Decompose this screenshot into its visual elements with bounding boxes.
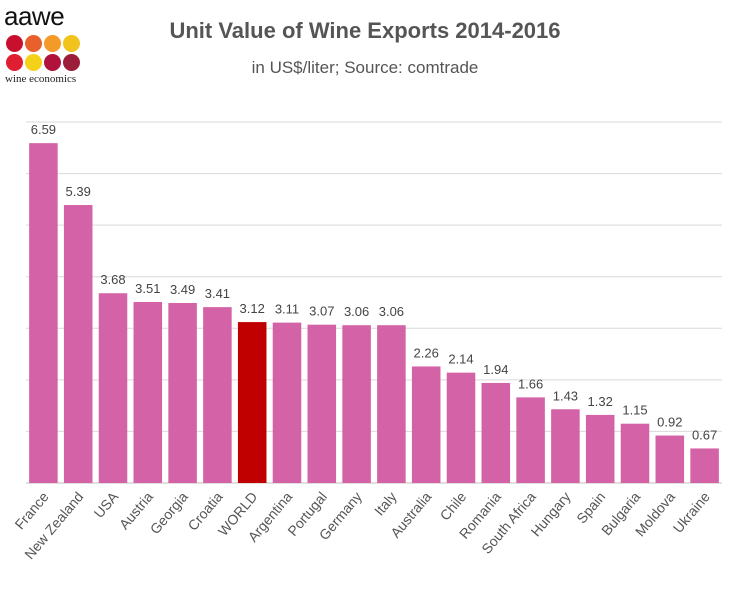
data-label: 3.11 <box>275 302 299 317</box>
bar-croatia <box>203 307 232 483</box>
bar-australia <box>411 366 441 483</box>
logo-dot <box>25 35 42 52</box>
bar-moldova <box>655 435 685 483</box>
bar-france <box>29 143 58 483</box>
data-label: 3.06 <box>379 304 404 319</box>
bar-portugal <box>307 324 337 483</box>
data-label: 3.51 <box>135 281 160 296</box>
logo-dots <box>6 35 84 71</box>
category-label: Italy <box>371 489 400 519</box>
bar-bulgaria <box>620 423 650 483</box>
data-label: 3.49 <box>170 282 195 297</box>
data-label: 1.15 <box>622 403 647 418</box>
bar-austria <box>133 301 163 483</box>
category-label: Ukraine <box>670 488 713 535</box>
logo-dot <box>6 35 23 52</box>
gridlines <box>26 121 722 484</box>
bar-world <box>237 322 267 483</box>
data-label: 0.92 <box>657 415 682 430</box>
data-label: 3.68 <box>100 272 125 287</box>
category-label: USA <box>91 488 122 521</box>
bars <box>29 143 719 483</box>
logo-dot <box>44 35 61 52</box>
data-labels: 6.59 5.39 3.68 3.51 3.49 3.41 3.12 3.11 3.07 3.06… <box>31 122 718 442</box>
bar-chile <box>446 372 476 483</box>
aawe-logo: aawe wine economics <box>4 3 84 85</box>
bar-romania <box>481 382 511 483</box>
data-label: 3.06 <box>344 304 369 319</box>
chart-subtitle: in US$/liter; Source: comtrade <box>251 58 479 77</box>
bar-south-africa <box>516 397 545 483</box>
logo-tagline: wine economics <box>5 73 77 85</box>
bar-germany <box>342 325 371 483</box>
bar-usa <box>98 293 128 483</box>
data-label: 3.41 <box>205 286 230 301</box>
data-label: 1.32 <box>588 394 613 409</box>
data-label: 2.14 <box>448 352 473 367</box>
bar-new-zealand <box>63 205 93 483</box>
data-label: 5.39 <box>66 184 91 199</box>
data-label: 3.12 <box>240 301 265 316</box>
category-label: Chile <box>437 488 470 523</box>
logo-dot <box>63 54 80 71</box>
logo-dot <box>44 54 61 71</box>
bar-ukraine <box>690 448 719 483</box>
category-label: Georgia <box>147 488 191 537</box>
data-label: 0.67 <box>692 427 717 442</box>
logo-wordmark: aawe <box>4 1 65 31</box>
data-label: 2.26 <box>414 345 439 360</box>
logo-dot <box>6 54 23 71</box>
bar-hungary <box>551 409 580 483</box>
data-label: 1.94 <box>483 362 508 377</box>
bar-spain <box>585 414 615 483</box>
bar-georgia <box>168 303 197 483</box>
bar-argentina <box>272 322 302 483</box>
data-label: 1.43 <box>553 388 578 403</box>
data-label: 6.59 <box>31 122 56 137</box>
chart-title: Unit Value of Wine Exports 2014-2016 <box>169 18 561 43</box>
logo-dot <box>25 54 42 71</box>
data-label: 3.07 <box>309 304 334 319</box>
logo-dot <box>63 35 80 52</box>
data-label: 1.66 <box>518 376 543 391</box>
bar-italy <box>377 325 406 483</box>
